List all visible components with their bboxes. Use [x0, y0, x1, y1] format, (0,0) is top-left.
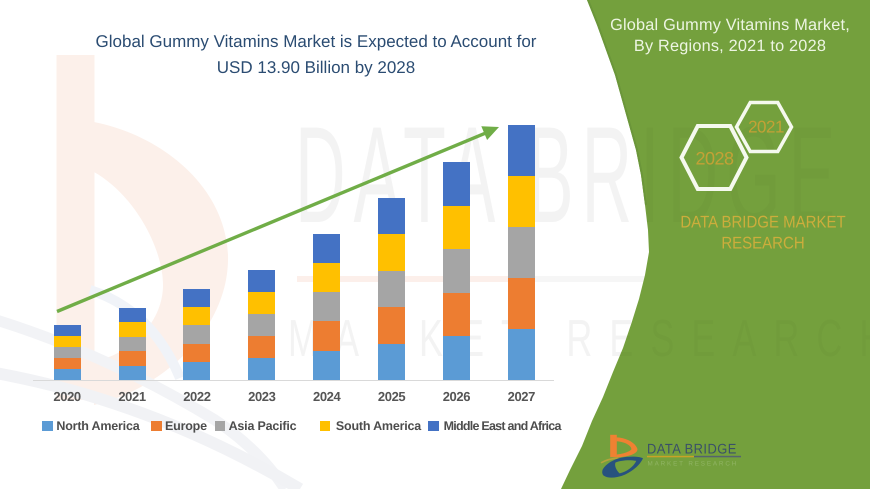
svg-text:2021: 2021 [748, 118, 784, 137]
svg-text:MARKET RESEARCH: MARKET RESEARCH [648, 461, 739, 468]
svg-text:RESEARCH: RESEARCH [721, 234, 804, 253]
svg-text:By Regions, 2021 to 2028: By Regions, 2021 to 2028 [634, 37, 826, 55]
svg-text:DATA BRIDGE MARKET: DATA BRIDGE MARKET [680, 213, 845, 232]
svg-text:2028: 2028 [695, 149, 734, 169]
svg-text:Global Gummy Vitamins Market,: Global Gummy Vitamins Market, [610, 16, 850, 34]
svg-text:MARKET RESEARCH: MARKET RESEARCH [288, 308, 870, 367]
svg-text:DATA BRIDGE: DATA BRIDGE [647, 441, 737, 457]
